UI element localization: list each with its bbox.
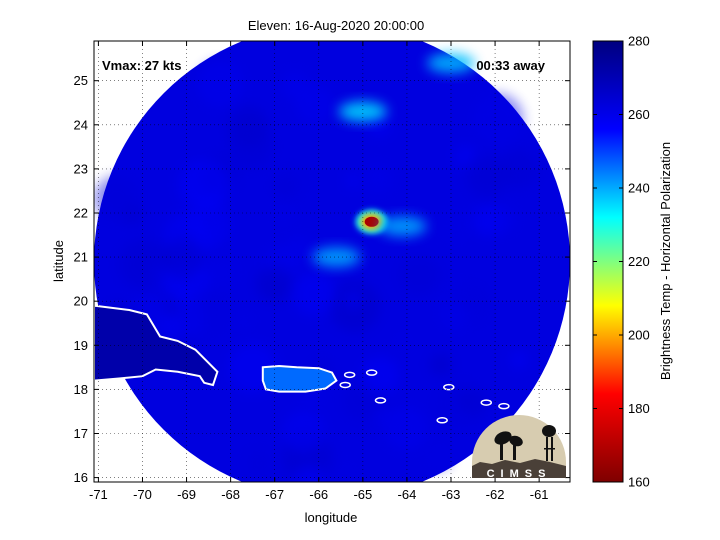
logo-text: CIMSS	[487, 468, 552, 480]
cimss-logo: CIMSS	[472, 415, 566, 480]
swath-texture	[435, 279, 488, 331]
swath-texture	[454, 145, 477, 168]
land-puerto-rico	[261, 364, 338, 393]
swath-texture	[177, 158, 230, 211]
y-tick-label: 19	[74, 338, 88, 353]
swath-texture	[466, 155, 509, 198]
y-axis-label: latitude	[51, 240, 66, 282]
swath-texture	[256, 266, 293, 303]
y-tick-label: 20	[74, 294, 88, 309]
swath-texture	[361, 356, 400, 395]
land-small-island	[365, 369, 378, 376]
swath-texture	[204, 222, 229, 247]
swath-texture	[274, 205, 295, 226]
colorbar	[592, 40, 624, 483]
colorbar-tick-label: 280	[628, 34, 650, 49]
y-tick-label: 23	[74, 161, 88, 176]
feature-core	[364, 216, 379, 227]
land-small-island	[498, 402, 510, 410]
logo-tower-icon	[542, 425, 556, 461]
swath-texture	[179, 288, 228, 338]
y-tick-label: 21	[74, 250, 88, 265]
logo-dish-icon	[494, 431, 523, 460]
y-tick-label: 16	[74, 470, 88, 485]
y-tick-label: 25	[74, 73, 88, 88]
swath-texture	[509, 350, 529, 370]
land-small-island	[480, 399, 493, 406]
colorbar-tick-label: 200	[628, 328, 650, 343]
y-tick-label: 17	[74, 426, 88, 441]
colorbar-tick-label: 260	[628, 107, 650, 122]
swath-texture	[472, 93, 524, 144]
swath-texture	[438, 208, 473, 243]
tick-layer: -71 -70 -69 -68 -67 -66 -65 -64 -63 -62 -61 16 17 18 1…	[74, 41, 570, 502]
land-small-island	[339, 381, 351, 389]
colorbar-label: Brightness Temp - Horizontal Polarizatio…	[658, 142, 673, 380]
swath-texture	[228, 124, 274, 169]
swath-texture	[362, 162, 394, 194]
swath-texture	[392, 332, 412, 352]
swath-texture	[118, 239, 168, 289]
plot-area	[94, 41, 570, 482]
swath-texture	[334, 460, 360, 482]
x-tick-label: -70	[133, 487, 152, 502]
time-away-label: 00:33 away	[476, 58, 545, 73]
x-tick-label: -71	[89, 487, 108, 502]
x-tick-label: -66	[309, 487, 328, 502]
swath-texture	[292, 272, 336, 316]
swath-texture	[94, 176, 140, 222]
land-small-island	[436, 417, 448, 424]
swath-texture	[273, 176, 296, 199]
swath-texture	[398, 254, 440, 296]
swath-texture	[235, 312, 253, 330]
logo-base	[472, 459, 566, 478]
swath-texture	[429, 353, 453, 377]
y-tick-label: 18	[74, 382, 88, 397]
land-small-island	[443, 383, 455, 391]
swath-texture	[196, 61, 243, 108]
x-tick-label: -62	[486, 487, 505, 502]
colorbar-tick-label: 240	[628, 181, 650, 196]
swath-texture	[434, 378, 485, 430]
x-tick-label: -61	[530, 487, 549, 502]
colorbar-ticks: 160 180 200 220 240 260 280	[593, 34, 650, 490]
feature-cloud	[338, 101, 387, 122]
x-tick-label: -69	[177, 487, 196, 502]
swath-texture	[243, 447, 274, 479]
x-tick-label: -65	[353, 487, 372, 502]
axes-frame	[93, 40, 571, 483]
swath-texture	[384, 407, 427, 450]
swath-texture	[161, 238, 204, 281]
feature-cloud	[427, 53, 475, 74]
swath-texture	[202, 255, 238, 290]
y-tick-label: 24	[74, 117, 88, 132]
vmax-label: Vmax: 27 kts	[102, 58, 182, 73]
swath-texture	[282, 410, 325, 453]
x-tick-label: -67	[265, 487, 284, 502]
feature-cloud	[312, 247, 361, 268]
colorbar-tick-label: 220	[628, 254, 650, 269]
swath-texture	[426, 445, 452, 470]
x-tick-label: -68	[221, 487, 240, 502]
swath-texture	[161, 297, 181, 317]
land-small-island	[343, 371, 356, 379]
feature-layer	[312, 53, 475, 268]
colorbar-tick-label: 160	[628, 475, 650, 490]
swath-texture	[294, 465, 324, 482]
chart-title: Eleven: 16-Aug-2020 20:00:00	[248, 18, 424, 33]
colorbar-tick-label: 180	[628, 401, 650, 416]
y-tick-label: 22	[74, 205, 88, 220]
swath-texture	[295, 85, 334, 124]
swath-texture	[488, 205, 517, 234]
swath-texture	[499, 149, 539, 189]
swath-texture	[344, 291, 362, 308]
x-tick-label: -64	[398, 487, 417, 502]
x-tick-label: -63	[442, 487, 461, 502]
x-axis-label: longitude	[305, 510, 358, 525]
land-small-island	[374, 397, 387, 404]
feature-cloud	[378, 216, 427, 237]
swath-texture	[344, 172, 361, 190]
